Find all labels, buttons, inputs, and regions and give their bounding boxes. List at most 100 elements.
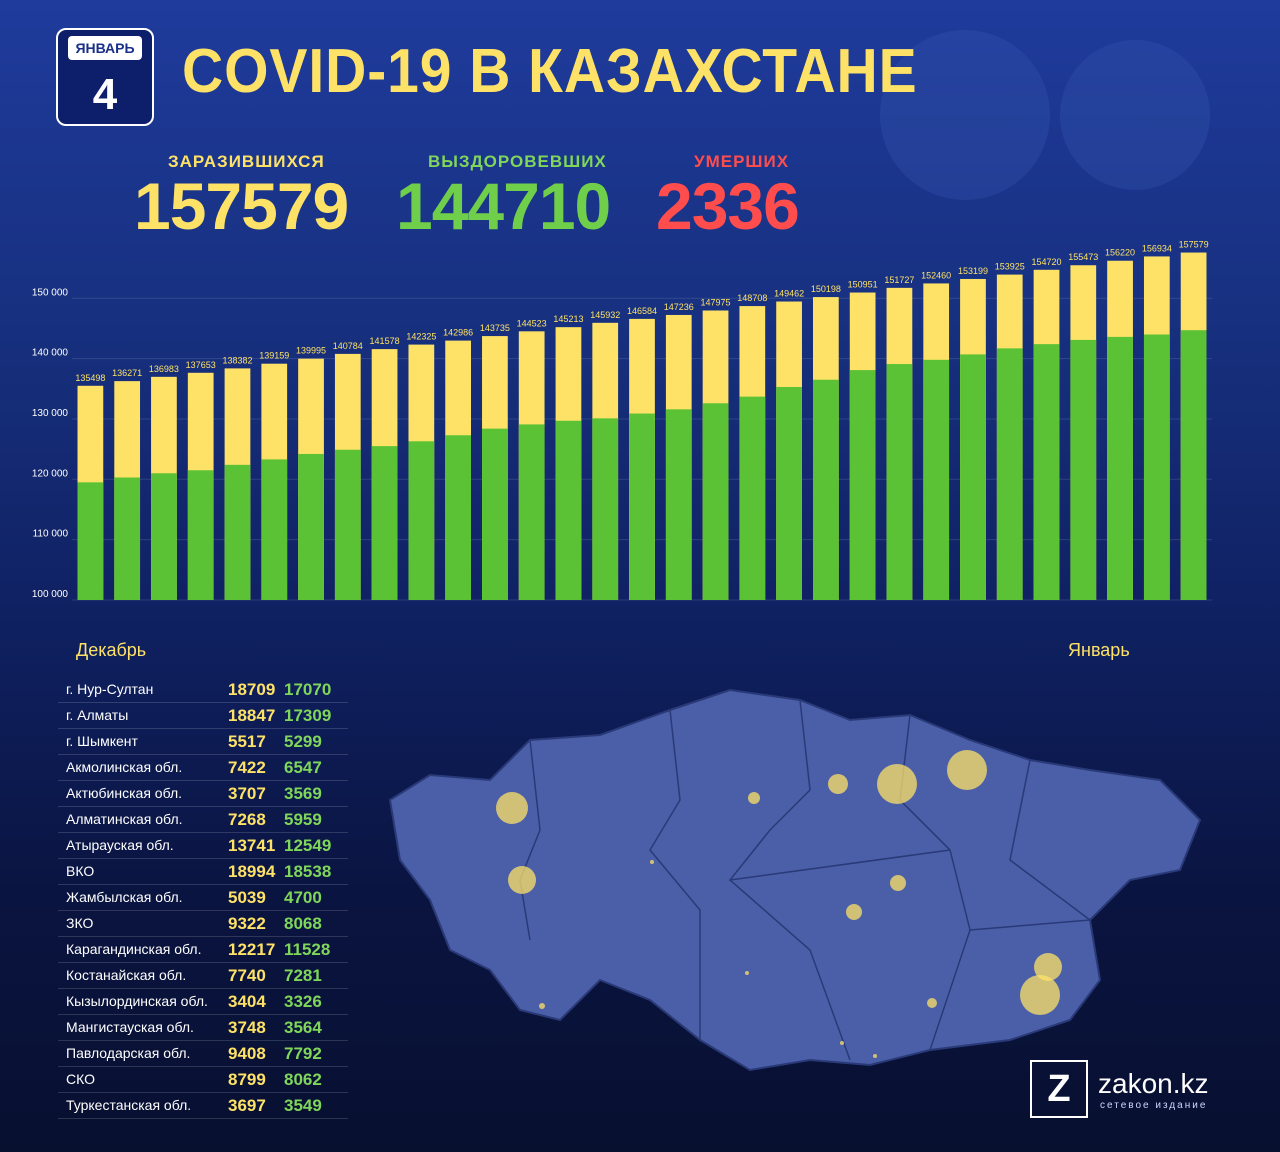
x-tick-label: 5	[86, 617, 94, 620]
region-infected: 13741	[228, 836, 276, 855]
bar-recovered	[1033, 344, 1060, 600]
region-infected: 5039	[228, 888, 266, 907]
x-tick-label: 18	[560, 617, 577, 620]
x-tick-label: 14	[413, 617, 430, 620]
y-tick-label: 140 000	[32, 348, 69, 359]
map-case-bubble	[846, 904, 862, 920]
region-name: Карагандинская обл.	[66, 941, 202, 957]
cases-bar-chart: 100 000 110 000 120 000 130 000 140 000 150 0…	[32, 240, 1212, 620]
bar-value-label: 139159	[259, 351, 289, 361]
x-tick-label: 8	[197, 617, 205, 620]
bar-value-label: 143735	[480, 323, 510, 333]
bar-recovered	[187, 470, 214, 600]
bar-value-label: 138382	[222, 355, 252, 365]
bar-recovered	[151, 473, 177, 600]
x-tick-label: 23	[744, 617, 761, 620]
x-tick-label: 19	[597, 617, 614, 620]
x-tick-label: 7	[160, 617, 168, 620]
region-recovered: 11528	[284, 940, 331, 959]
table-row: СКО 8799 8062	[58, 1067, 348, 1093]
table-row: Атырауская обл. 13741 12549	[58, 833, 348, 859]
bar-value-label: 156220	[1105, 248, 1135, 258]
bar-value-label: 140784	[333, 341, 363, 351]
y-tick-label: 100 000	[32, 589, 69, 600]
bar-recovered	[334, 449, 361, 600]
region-name: ВКО	[66, 863, 95, 879]
region-recovered: 3564	[284, 1018, 322, 1037]
region-infected: 7740	[228, 966, 266, 985]
x-tick-label: 17	[523, 617, 540, 620]
x-tick-label: 31	[1038, 617, 1055, 620]
region-recovered: 12549	[284, 836, 332, 855]
bar-recovered	[960, 354, 986, 600]
region-infected: 3404	[228, 992, 266, 1011]
bar-value-label: 136983	[149, 364, 179, 374]
region-name: г. Шымкент	[66, 733, 138, 749]
region-name: Туркестанская обл.	[66, 1097, 192, 1113]
table-row: Карагандинская обл. 12217 11528	[58, 937, 348, 963]
region-name: Атырауская обл.	[66, 837, 174, 853]
region-name: Кызылординская обл.	[66, 993, 208, 1009]
table-row: Алматинская обл. 7268 5959	[58, 807, 348, 833]
bar-value-label: 147236	[664, 302, 694, 312]
calendar-month: ЯНВАРЬ	[68, 36, 142, 60]
y-tick-label: 150 000	[32, 287, 69, 298]
bar-value-label: 139995	[296, 346, 326, 356]
brand-subtitle: сетевое издание	[1100, 1100, 1208, 1111]
background-shape	[1060, 40, 1210, 190]
map-case-bubble	[890, 875, 906, 891]
table-row: Костанайская обл. 7740 7281	[58, 963, 348, 989]
brand-name: zakon.kz	[1098, 1068, 1209, 1099]
region-recovered: 5299	[284, 732, 322, 751]
x-tick-label: 20	[634, 617, 651, 620]
bar-recovered	[261, 459, 288, 600]
bar-value-label: 151727	[884, 275, 914, 285]
bar-recovered	[555, 420, 582, 600]
map-case-bubble	[650, 860, 654, 864]
bar-value-label: 137653	[186, 360, 216, 370]
region-infected: 3748	[228, 1018, 266, 1037]
bar-recovered	[224, 464, 251, 600]
bar-value-label: 155473	[1068, 252, 1098, 262]
bar-value-label: 141578	[370, 336, 400, 346]
bar-recovered	[77, 482, 104, 600]
table-row: г. Шымкент 5517 5299	[58, 729, 348, 755]
table-row: г. Алматы 18847 17309	[58, 703, 348, 729]
bar-recovered	[886, 364, 913, 600]
bar-recovered	[629, 413, 655, 600]
x-tick-label: 10	[266, 617, 283, 620]
table-row: ВКО 18994 18538	[58, 859, 348, 885]
x-tick-label: 25	[818, 617, 835, 620]
x-tick-label: 2	[1116, 617, 1124, 620]
calendar-day: 4	[92, 70, 118, 119]
region-recovered: 6547	[284, 758, 322, 777]
region-name: Мангистауская обл.	[66, 1019, 194, 1035]
map-case-bubble	[873, 1054, 877, 1058]
table-row: ЗКО 9322 8068	[58, 911, 348, 937]
bar-recovered	[996, 348, 1023, 600]
region-recovered: 8068	[284, 914, 322, 933]
bar-value-label: 153925	[995, 262, 1025, 272]
zakon-logo: Z	[1030, 1060, 1088, 1118]
region-recovered: 7281	[284, 966, 322, 985]
map-case-bubble	[745, 971, 749, 975]
bar-recovered	[482, 428, 508, 600]
x-tick-label: 4	[1189, 617, 1197, 620]
recovered-value: 144710	[396, 169, 611, 243]
month-label-december: Декабрь	[76, 640, 147, 660]
table-row: Актюбинская обл. 3707 3569	[58, 781, 348, 807]
region-recovered: 3549	[284, 1096, 322, 1115]
x-tick-label: 11	[303, 617, 319, 620]
x-tick-label: 1	[1079, 617, 1087, 620]
bar-recovered	[813, 379, 839, 600]
bar-value-label: 150198	[811, 284, 841, 294]
bar-value-label: 142325	[406, 332, 436, 342]
region-name: Акмолинская обл.	[66, 759, 183, 775]
kazakhstan-map	[388, 688, 1202, 1072]
infected-value: 157579	[134, 169, 349, 243]
bar-recovered	[702, 403, 729, 600]
map-case-bubble	[877, 764, 917, 804]
bar-recovered	[408, 441, 435, 600]
x-tick-label: 27	[891, 617, 908, 620]
region-infected: 8799	[228, 1070, 266, 1089]
